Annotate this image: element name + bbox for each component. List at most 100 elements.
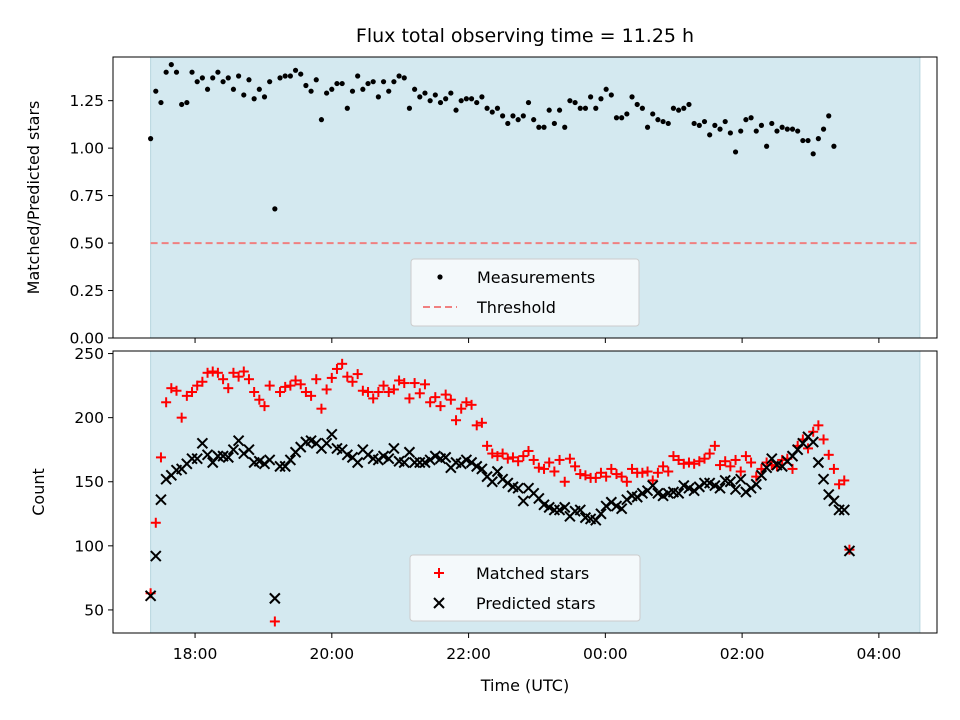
matched-point — [539, 463, 550, 474]
measurement-point — [489, 109, 495, 115]
matched-point — [394, 375, 405, 386]
measurement-point — [158, 99, 164, 106]
predicted-point — [388, 442, 400, 455]
measurement-point — [282, 73, 288, 79]
measurement-point — [779, 124, 785, 130]
predicted-point — [144, 590, 157, 602]
measurement-point — [287, 73, 293, 79]
matched-point — [513, 456, 524, 467]
matched-point — [466, 399, 477, 410]
measurement-point — [189, 69, 195, 75]
predicted-point — [320, 437, 333, 449]
predicted-point — [672, 487, 685, 499]
matched-point — [192, 380, 203, 391]
matched-point — [218, 374, 229, 385]
measurement-point — [717, 126, 723, 132]
measurement-point — [349, 88, 356, 94]
measurement-point — [417, 94, 423, 100]
measurement-point — [691, 120, 697, 127]
y-tick-label: 0.50 — [69, 235, 104, 253]
matched-point — [347, 376, 358, 387]
matched-point — [673, 454, 684, 465]
x-axis-label: Time (UTC) — [480, 676, 569, 695]
measurement-point — [179, 101, 185, 108]
measurement-point — [515, 117, 521, 123]
measurement-point — [298, 71, 304, 77]
y-tick-label: 200 — [74, 409, 104, 427]
matched-point — [378, 380, 389, 391]
measurement-point — [670, 105, 677, 111]
measurement-point — [355, 73, 361, 79]
bottom-x-ticks: 18:00 20:00 22:00 00:00 02:00 04:00 — [173, 633, 901, 663]
predicted-point — [647, 479, 659, 492]
measurement-point — [432, 92, 438, 98]
predicted-point — [512, 482, 524, 494]
matched-point — [155, 452, 166, 463]
predicted-point — [595, 508, 607, 520]
matched-point — [223, 383, 234, 394]
predicted-point — [201, 449, 214, 461]
matched-point — [746, 457, 757, 468]
matched-point — [627, 463, 638, 474]
predicted-point — [476, 463, 488, 475]
top-legend-box — [410, 258, 640, 327]
matched-point — [730, 454, 741, 465]
measurement-point — [396, 73, 402, 79]
matched-point — [176, 412, 187, 423]
matched-point — [264, 380, 275, 391]
measurement-point — [588, 94, 594, 100]
y-tick-label: 1.25 — [69, 92, 104, 110]
measurement-point — [370, 79, 376, 85]
matched-point — [740, 451, 751, 462]
matched-point — [720, 456, 731, 467]
measurement-point — [272, 206, 278, 212]
measurement-point — [241, 92, 247, 98]
top-axes-frame — [112, 56, 938, 339]
measurement-point — [510, 113, 516, 119]
measurement-point — [308, 88, 314, 94]
predicted-point — [439, 451, 452, 464]
matched-point — [357, 385, 368, 396]
measurement-point — [644, 124, 651, 130]
predicted-point — [212, 450, 224, 462]
measurement-point — [551, 120, 557, 127]
measurement-point — [148, 136, 154, 142]
y-tick-label: 0.75 — [69, 187, 104, 205]
matched-point — [409, 378, 420, 389]
matched-point — [652, 467, 663, 478]
legend-threshold-label: Threshold — [476, 298, 556, 317]
measurement-point — [173, 69, 180, 75]
matched-point — [311, 374, 322, 385]
measurement-point — [769, 120, 775, 127]
matched-point — [658, 461, 669, 472]
measurement-point — [701, 118, 708, 125]
measurement-point — [386, 88, 392, 94]
matched-point — [404, 393, 415, 404]
measurement-point — [764, 143, 770, 149]
measurement-point — [277, 75, 283, 81]
matched-point — [647, 475, 658, 486]
predicted-point — [486, 476, 498, 488]
y-tick-label: 150 — [74, 473, 104, 491]
matched-point — [259, 401, 270, 412]
predicted-stars-series — [144, 428, 856, 605]
measurement-point — [598, 96, 604, 102]
matched-point — [419, 379, 430, 390]
legend-predicted-marker — [433, 597, 445, 609]
matched-point — [487, 448, 498, 459]
measurement-point — [443, 96, 449, 102]
measurement-point — [634, 101, 640, 108]
measurement-point — [406, 105, 413, 111]
measurement-point — [525, 99, 532, 106]
matched-point — [243, 374, 254, 385]
predicted-point — [724, 476, 737, 488]
y-tick-label: 0.00 — [69, 330, 104, 348]
measurements-series — [148, 61, 837, 212]
x-tick-label: 04:00 — [857, 645, 902, 663]
measurement-point — [784, 126, 790, 132]
measurement-point — [215, 69, 221, 75]
measurement-point — [639, 105, 645, 111]
matched-stars-series — [145, 358, 855, 627]
measurement-point — [820, 126, 827, 132]
